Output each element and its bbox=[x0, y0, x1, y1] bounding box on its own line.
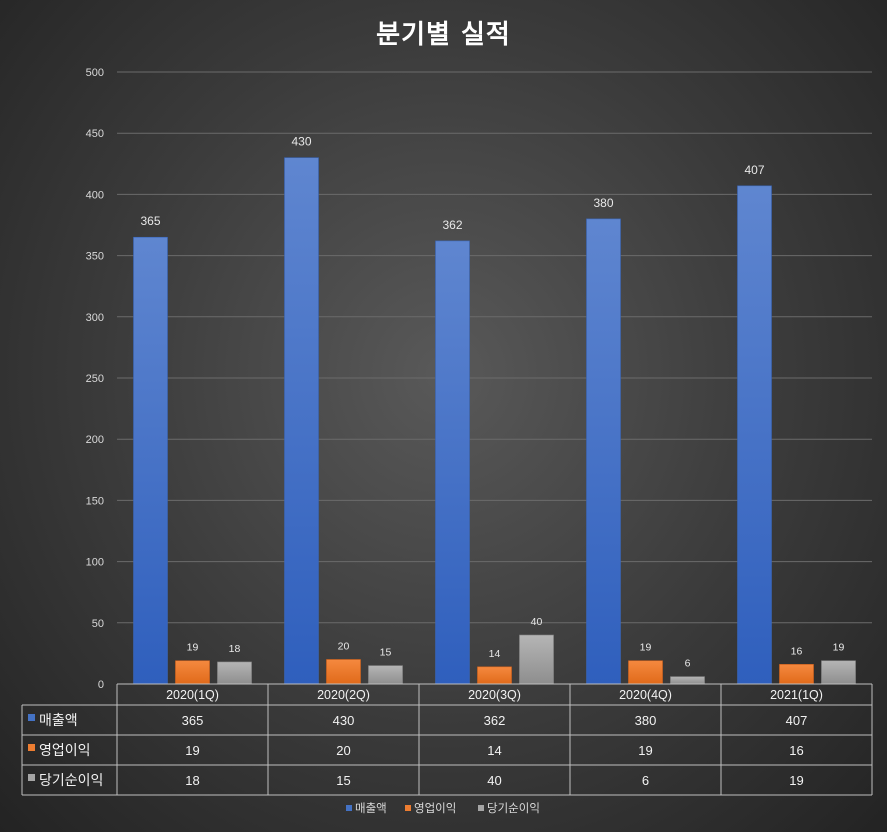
y-tick-label: 400 bbox=[86, 189, 104, 201]
table-cell: 15 bbox=[336, 773, 350, 788]
y-tick-label: 300 bbox=[86, 312, 104, 324]
table-cell: 19 bbox=[638, 743, 652, 758]
table-cell: 20 bbox=[336, 743, 350, 758]
data-label: 6 bbox=[685, 658, 691, 670]
legend-key bbox=[405, 805, 411, 811]
category-label: 2020(3Q) bbox=[468, 688, 521, 702]
bar-operating-profit bbox=[628, 660, 663, 685]
row-header: 매출액 bbox=[39, 713, 78, 729]
legend-label: 영업이익 bbox=[414, 801, 456, 815]
table-cell: 407 bbox=[786, 713, 808, 728]
legend-key bbox=[346, 805, 352, 811]
data-label: 15 bbox=[380, 647, 392, 659]
data-label: 16 bbox=[791, 645, 803, 657]
bar-sales bbox=[133, 236, 168, 685]
legend-label: 매출액 bbox=[355, 801, 387, 815]
row-legend-key bbox=[28, 774, 35, 781]
bars bbox=[133, 157, 856, 685]
data-label: 19 bbox=[187, 642, 199, 654]
row-header: 당기순이익 bbox=[39, 773, 103, 789]
y-tick-label: 450 bbox=[86, 128, 104, 140]
table-cell: 19 bbox=[185, 743, 199, 758]
legend-key bbox=[478, 805, 484, 811]
table-cell: 18 bbox=[185, 773, 199, 788]
legend-label: 당기순이익 bbox=[487, 801, 540, 815]
y-tick-label: 200 bbox=[86, 434, 104, 446]
bar-operating-profit bbox=[779, 664, 814, 685]
row-legend-key bbox=[28, 744, 35, 751]
table-cell: 380 bbox=[635, 713, 657, 728]
data-label: 40 bbox=[531, 616, 543, 628]
category-label: 2021(1Q) bbox=[770, 688, 823, 702]
data-label: 380 bbox=[593, 196, 613, 210]
data-label: 19 bbox=[833, 642, 845, 654]
y-axis-ticks: 0 50 100 150 200 250 300 350 400 450 500 bbox=[86, 67, 104, 691]
table-cell: 40 bbox=[487, 773, 501, 788]
y-tick-label: 500 bbox=[86, 67, 104, 79]
data-label: 407 bbox=[744, 163, 764, 177]
y-tick-label: 150 bbox=[86, 495, 104, 507]
y-tick-label: 250 bbox=[86, 373, 104, 385]
legend: 매출액 영업이익 당기순이익 bbox=[346, 801, 540, 815]
data-label: 365 bbox=[140, 214, 160, 228]
y-tick-label: 100 bbox=[86, 557, 104, 569]
row-header: 영업이익 bbox=[39, 743, 91, 759]
table-cell: 430 bbox=[333, 713, 355, 728]
data-label: 19 bbox=[640, 642, 652, 654]
data-table: 2020(1Q) 2020(2Q) 2020(3Q) 2020(4Q) 2021(1Q)… bbox=[21, 683, 873, 796]
y-tick-label: 50 bbox=[92, 618, 104, 630]
data-label: 20 bbox=[338, 641, 350, 653]
data-label: 362 bbox=[442, 218, 462, 232]
data-labels: 365 19 18 430 20 15 362 14 40 380 19 6 407 16 19 bbox=[140, 135, 844, 670]
table-cell: 19 bbox=[789, 773, 803, 788]
bar-operating-profit bbox=[477, 666, 512, 685]
category-label: 2020(2Q) bbox=[317, 688, 370, 702]
bar-sales bbox=[586, 218, 621, 685]
bar-net-profit bbox=[519, 634, 554, 685]
y-tick-label: 0 bbox=[98, 679, 104, 691]
bar-net-profit bbox=[368, 665, 403, 685]
data-label: 18 bbox=[229, 643, 241, 655]
y-tick-label: 350 bbox=[86, 251, 104, 263]
data-label: 14 bbox=[489, 648, 501, 660]
data-label: 430 bbox=[291, 135, 311, 149]
table-cell: 16 bbox=[789, 743, 803, 758]
table-cell: 362 bbox=[484, 713, 506, 728]
row-legend-key bbox=[28, 714, 35, 721]
bar-sales bbox=[737, 185, 772, 685]
bar-net-profit bbox=[670, 676, 705, 685]
table-cell: 365 bbox=[182, 713, 204, 728]
table-cell: 6 bbox=[642, 773, 649, 788]
category-label: 2020(4Q) bbox=[619, 688, 672, 702]
bar-operating-profit bbox=[175, 660, 210, 685]
bar-sales bbox=[435, 240, 470, 685]
bar-net-profit bbox=[217, 661, 252, 685]
bar-sales bbox=[284, 157, 319, 685]
table-cell: 14 bbox=[487, 743, 501, 758]
bar-net-profit bbox=[821, 660, 856, 685]
chart-title: 분기별 실적 bbox=[376, 20, 511, 50]
bar-operating-profit bbox=[326, 659, 361, 685]
category-label: 2020(1Q) bbox=[166, 688, 219, 702]
